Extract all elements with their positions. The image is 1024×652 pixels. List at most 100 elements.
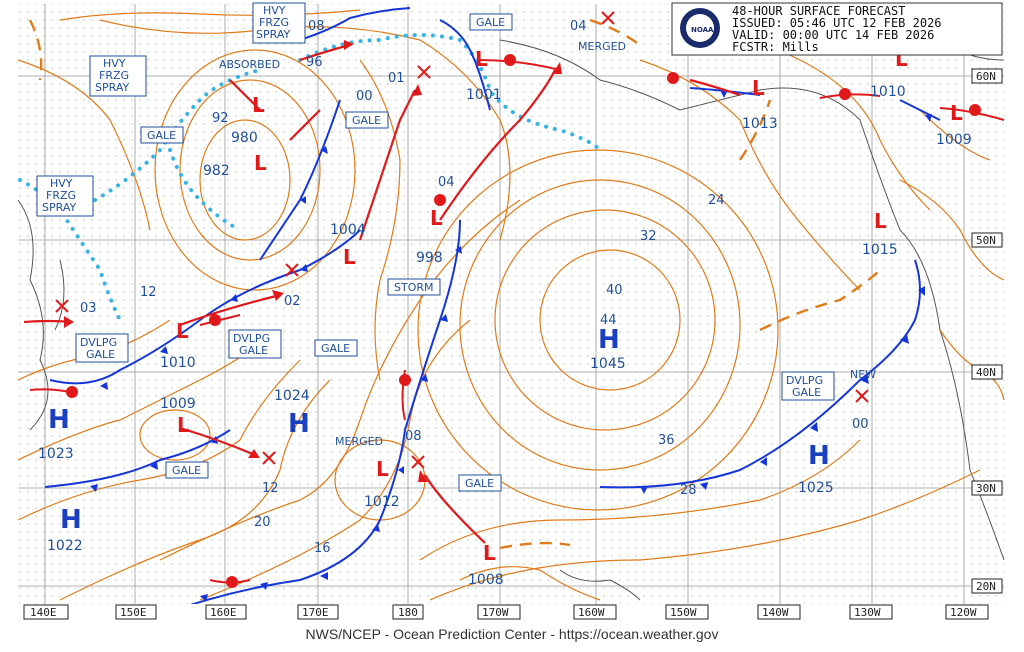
- svg-text:40N: 40N: [976, 366, 996, 379]
- gale-box-3: GALE: [140, 126, 184, 144]
- svg-text:36: 36: [658, 433, 675, 448]
- svg-text:130W: 130W: [854, 606, 881, 619]
- low-1015-value: 1015: [862, 242, 898, 258]
- dvlpg-gale-box-3: DVLPG GALE: [781, 371, 835, 401]
- svg-text:50N: 50N: [976, 234, 996, 247]
- high-1022-value: 1022: [47, 538, 83, 554]
- svg-text:04: 04: [438, 175, 455, 190]
- map-background: [18, 4, 1004, 608]
- svg-text:150E: 150E: [120, 606, 147, 619]
- high-1045-letter: H: [598, 325, 620, 355]
- high-1025-value: 1025: [798, 480, 834, 496]
- gale-box-4: GALE: [314, 339, 358, 357]
- hvy-frzg-spray-box-1: HVY FRZG SPRAY: [252, 2, 306, 44]
- low-l-1009e: L: [950, 101, 963, 125]
- svg-text:160E: 160E: [210, 606, 237, 619]
- svg-text:96: 96: [306, 55, 323, 70]
- gale-box-6: GALE: [458, 474, 502, 492]
- low-1008-value: 1008: [468, 572, 504, 588]
- low-l-1009: L: [177, 413, 190, 437]
- svg-text:SPRAY: SPRAY: [95, 81, 129, 94]
- svg-text:SPRAY: SPRAY: [42, 201, 76, 214]
- cold-front-barbs: [90, 90, 932, 602]
- hvy-frzg-spray-box-2: HVY FRZG SPRAY: [89, 55, 147, 97]
- high-1023-value: 1023: [38, 446, 74, 462]
- low-998-value: 998: [416, 250, 443, 266]
- svg-text:DVLPG: DVLPG: [233, 332, 270, 345]
- svg-text:92: 92: [212, 111, 229, 126]
- low-1001-value: 1001: [466, 87, 502, 103]
- high-1024-letter: H: [288, 409, 310, 439]
- svg-text:00: 00: [356, 89, 373, 104]
- svg-text:HVY: HVY: [103, 57, 126, 70]
- surface-forecast-chart: L L L L L L L L L L L L L H 1045 H 1024 …: [17, 2, 1005, 622]
- svg-text:140E: 140E: [30, 606, 57, 619]
- low-1010e-value: 1010: [870, 84, 906, 100]
- svg-text:170E: 170E: [302, 606, 329, 619]
- low-1009-value: 1009: [160, 396, 196, 412]
- svg-text:01: 01: [388, 71, 405, 86]
- low-980-value: 980: [231, 130, 258, 146]
- svg-text:20N: 20N: [976, 580, 996, 593]
- pressure-labels: H 1045 H 1024 H 1023 H 1022 H 1025 980 9…: [38, 84, 972, 588]
- low-l-1004: L: [343, 245, 356, 269]
- svg-text:150W: 150W: [670, 606, 697, 619]
- high-1045-value: 1045: [590, 356, 626, 372]
- svg-text:FRZG: FRZG: [99, 69, 129, 82]
- low-l-1012: L: [376, 457, 389, 481]
- low-982-value: 982: [203, 163, 230, 179]
- svg-text:DVLPG: DVLPG: [80, 336, 117, 349]
- svg-text:GALE: GALE: [147, 129, 176, 142]
- low-l-1013: L: [752, 76, 765, 100]
- svg-text:GALE: GALE: [172, 464, 201, 477]
- header-line-1: 48-HOUR SURFACE FORECAST: [732, 4, 905, 18]
- svg-text:DVLPG: DVLPG: [786, 374, 823, 387]
- svg-text:140W: 140W: [762, 606, 789, 619]
- svg-text:08: 08: [308, 19, 325, 34]
- svg-text:60N: 60N: [976, 70, 996, 83]
- gale-box-2: GALE: [345, 111, 389, 129]
- low-l-1015: L: [874, 209, 887, 233]
- merged-note-1: MERGED: [578, 40, 626, 53]
- low-centers: L L L L L L L L L L L L L: [176, 47, 963, 565]
- noaa-logo-text: NOAA: [691, 26, 714, 34]
- track-arrowheads: [64, 40, 562, 482]
- svg-text:160W: 160W: [578, 606, 605, 619]
- svg-text:180: 180: [398, 606, 418, 619]
- low-l-980: L: [252, 93, 265, 117]
- storm-box: STORM: [387, 278, 441, 296]
- dvlpg-gale-box-1: DVLPG GALE: [75, 333, 129, 363]
- svg-text:FRZG: FRZG: [46, 189, 76, 202]
- svg-text:30N: 30N: [976, 482, 996, 495]
- svg-text:04: 04: [570, 19, 587, 34]
- svg-text:HVY: HVY: [50, 177, 73, 190]
- svg-text:32: 32: [640, 229, 657, 244]
- gale-box-1: GALE: [469, 13, 513, 31]
- gale-box-5: GALE: [165, 461, 209, 479]
- dvlpg-gale-box-2: DVLPG GALE: [228, 329, 282, 359]
- svg-text:16: 16: [314, 541, 331, 556]
- svg-text:40: 40: [606, 283, 623, 298]
- troughs: [28, 18, 881, 550]
- svg-text:GALE: GALE: [465, 477, 494, 490]
- ice-edge: [18, 33, 602, 322]
- forecast-header: NOAA 48-HOUR SURFACE FORECAST ISSUED: 05…: [671, 2, 1003, 56]
- warning-boxes: HVY FRZG SPRAY HVY FRZG SPRAY HVY FRZG S…: [36, 2, 835, 492]
- svg-text:02: 02: [284, 294, 301, 309]
- high-1024-value: 1024: [274, 388, 310, 404]
- svg-text:SPRAY: SPRAY: [256, 28, 290, 41]
- new-note: NEW: [850, 368, 876, 381]
- low-1009e-value: 1009: [936, 132, 972, 148]
- low-l-982: L: [254, 151, 267, 175]
- svg-text:FRZG: FRZG: [259, 16, 289, 29]
- low-l-1010w: L: [176, 319, 189, 343]
- longitude-axis: 140E 150E 160E 170E 180 170W 160W 150W 1…: [18, 604, 1004, 622]
- footer-credit[interactable]: NWS/NCEP - Ocean Prediction Center - htt…: [305, 626, 719, 642]
- svg-text:STORM: STORM: [394, 281, 434, 294]
- high-1023-letter: H: [48, 405, 70, 435]
- svg-text:120W: 120W: [950, 606, 977, 619]
- svg-text:12: 12: [262, 481, 279, 496]
- storm-tracks: [23, 43, 741, 544]
- merged-note-2: MERGED: [335, 435, 383, 448]
- low-l-998: L: [430, 206, 443, 230]
